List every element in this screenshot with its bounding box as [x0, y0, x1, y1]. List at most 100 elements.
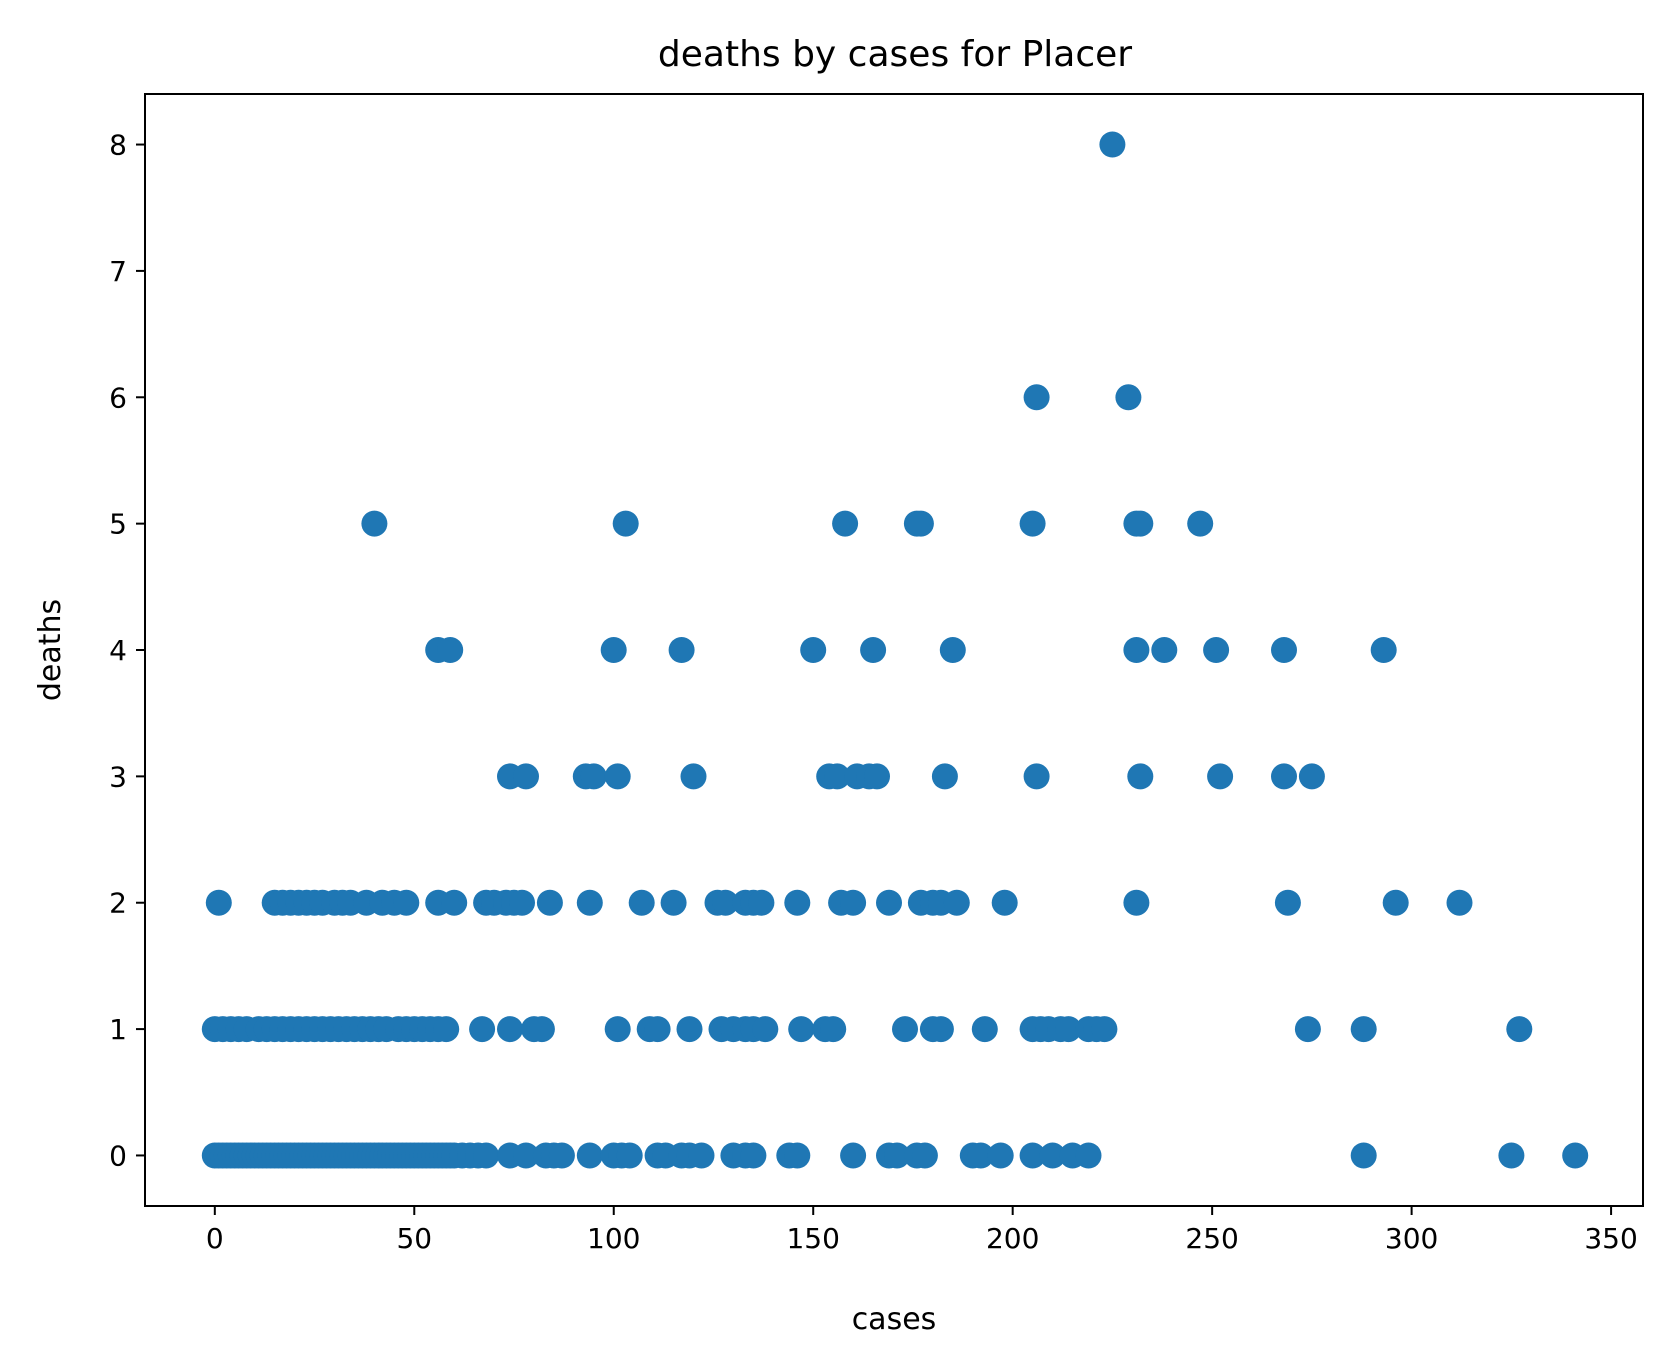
data-point [884, 1142, 910, 1169]
data-point [680, 763, 707, 790]
data-point [473, 1142, 500, 1169]
data-point [1203, 637, 1230, 663]
data-points [201, 131, 1589, 1169]
x-axis-ticks: 0 50 100 150 200 250 300 350 [206, 1206, 1638, 1255]
data-point [1382, 889, 1409, 916]
data-point [600, 637, 627, 663]
data-point [528, 1016, 555, 1043]
y-tick-label: 7 [109, 255, 127, 288]
data-point [688, 1142, 715, 1169]
x-tick-label: 350 [1584, 1222, 1637, 1255]
data-point [740, 1142, 767, 1169]
data-point [660, 889, 687, 916]
data-point [668, 637, 695, 663]
data-point [824, 763, 851, 790]
data-point [1075, 1142, 1102, 1169]
data-point [820, 1016, 847, 1043]
data-point [931, 763, 958, 790]
data-point [1019, 510, 1046, 537]
data-point [1023, 763, 1050, 790]
data-point [864, 763, 890, 790]
data-point [1207, 763, 1234, 790]
data-point [644, 1016, 671, 1043]
data-point [1350, 1016, 1377, 1043]
data-point [1187, 510, 1214, 537]
chart-title: deaths by cases for Placer [658, 34, 1132, 75]
data-point [832, 510, 859, 537]
data-point [1123, 889, 1150, 916]
data-point [1019, 1142, 1046, 1169]
data-point [676, 1016, 703, 1043]
data-point [1298, 763, 1325, 790]
y-tick-label: 5 [109, 508, 127, 541]
data-point [840, 889, 867, 916]
data-point [361, 510, 388, 537]
data-point [576, 1142, 603, 1169]
data-point [1370, 637, 1397, 663]
data-point [548, 1142, 575, 1169]
data-point [788, 1016, 815, 1043]
data-point [1115, 384, 1142, 411]
data-point [939, 637, 966, 663]
data-point [800, 637, 827, 663]
x-tick-label: 0 [206, 1222, 224, 1255]
data-point [513, 763, 539, 790]
x-tick-label: 150 [786, 1222, 839, 1255]
data-point [1274, 889, 1301, 916]
data-point [748, 889, 775, 916]
data-point [1099, 131, 1126, 158]
data-point [860, 637, 887, 663]
data-point [1562, 1142, 1589, 1169]
data-point [628, 889, 655, 916]
data-point [967, 1142, 994, 1169]
data-point [1127, 763, 1154, 790]
x-tick-label: 100 [587, 1222, 640, 1255]
data-point [616, 1142, 643, 1169]
data-point [1294, 1016, 1321, 1043]
data-point [1023, 384, 1050, 411]
y-tick-label: 3 [109, 760, 127, 793]
x-tick-label: 200 [986, 1222, 1039, 1255]
data-point [840, 1142, 867, 1169]
data-point [469, 1016, 496, 1043]
data-point [509, 889, 535, 916]
data-point [971, 1016, 998, 1043]
data-point [433, 1016, 460, 1043]
data-point [1151, 637, 1178, 663]
y-tick-label: 0 [109, 1139, 127, 1172]
data-point [513, 1142, 539, 1169]
data-point [437, 637, 464, 663]
data-point [1055, 1016, 1082, 1043]
data-point [927, 1016, 954, 1043]
data-point [1091, 1016, 1118, 1043]
data-point [393, 889, 420, 916]
data-point [943, 889, 970, 916]
x-tick-label: 50 [396, 1222, 432, 1255]
data-point [784, 1142, 811, 1169]
data-point [604, 1016, 631, 1043]
data-point [712, 889, 739, 916]
data-point [1271, 763, 1297, 790]
x-tick-label: 250 [1185, 1222, 1238, 1255]
data-point [907, 510, 934, 537]
data-point [604, 763, 631, 790]
data-point [441, 889, 468, 916]
data-point [1350, 1142, 1377, 1169]
data-point [876, 889, 902, 916]
data-point [1498, 1142, 1525, 1169]
y-tick-label: 6 [109, 381, 127, 414]
data-point [752, 1016, 779, 1043]
data-point [1127, 510, 1154, 537]
y-tick-label: 8 [109, 129, 127, 162]
data-point [987, 1142, 1014, 1169]
data-point [911, 1142, 938, 1169]
data-point [1123, 637, 1150, 663]
data-point [536, 889, 563, 916]
data-point [991, 889, 1018, 916]
data-point [576, 889, 603, 916]
data-point [580, 763, 607, 790]
data-point [612, 510, 639, 537]
data-point [1506, 1016, 1533, 1043]
